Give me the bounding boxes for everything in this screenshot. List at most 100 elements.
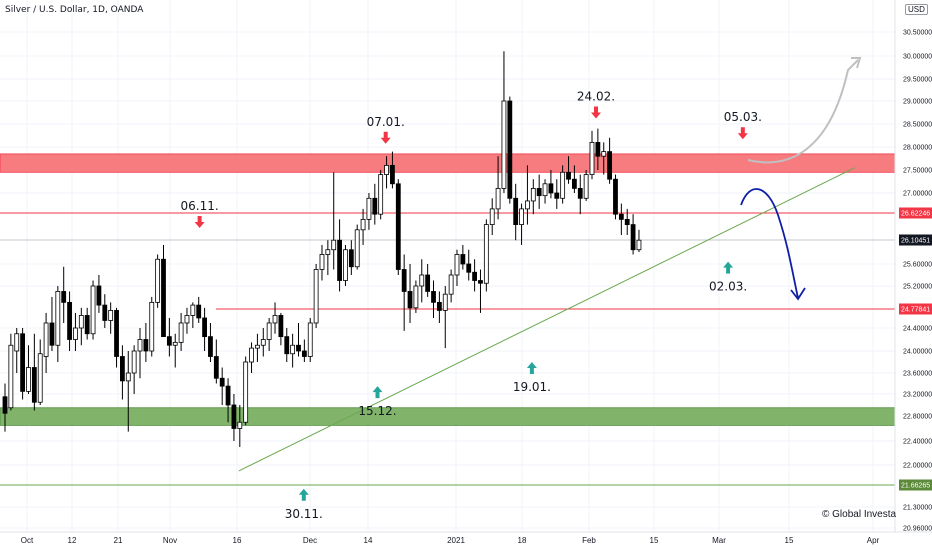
candle-body	[260, 339, 266, 346]
x-tick-label: Feb	[582, 536, 596, 545]
signal-date-label: 15.12.	[358, 404, 396, 418]
signal-date-label: 06.11.	[181, 199, 219, 213]
up-arrow-icon	[526, 362, 537, 374]
candle-body	[560, 171, 566, 199]
candle-body	[325, 249, 331, 255]
candle-body	[566, 171, 571, 180]
down-arrow-icon	[380, 131, 391, 144]
price-level-badge	[899, 207, 932, 219]
candle-body	[137, 339, 143, 352]
candle-body	[601, 151, 607, 157]
candle-body	[607, 151, 613, 180]
candle-body	[2, 396, 8, 414]
y-tick-label: 24.40000	[903, 326, 932, 333]
candle-body	[595, 141, 601, 157]
price-level-badge	[899, 479, 932, 491]
candle-body	[190, 304, 196, 316]
candle-body	[343, 249, 348, 281]
candle-body	[589, 141, 595, 175]
x-tick-label: 15	[650, 536, 659, 545]
candle-body	[530, 187, 536, 202]
candle-body	[513, 197, 519, 225]
y-tick-label: 24.00000	[903, 349, 932, 356]
price-level-badge-label: 24.77841	[901, 307, 930, 314]
candle-body	[483, 224, 489, 284]
signal-date-label: 24.02.	[577, 90, 615, 104]
candle-body	[237, 421, 243, 429]
sell-signal: 06.11.	[181, 199, 219, 228]
y-tick-label: 29.00000	[903, 99, 932, 106]
trendline	[238, 167, 856, 472]
y-tick-label: 30.00000	[903, 54, 932, 61]
candle-body	[331, 239, 337, 251]
up-arrow-icon	[298, 488, 309, 501]
candle-body	[249, 347, 254, 363]
candle-body	[61, 291, 67, 303]
down-arrow-icon	[194, 215, 205, 228]
signal-date-label: 05.03.	[724, 110, 762, 124]
signal-date-label: 07.01.	[367, 115, 405, 129]
buy-signal: 30.11.	[285, 488, 323, 521]
y-tick-label: 29.50000	[903, 77, 932, 84]
candle-body	[407, 291, 413, 309]
candle-body	[231, 404, 237, 429]
candle-body	[155, 258, 161, 303]
candle-body	[166, 336, 172, 346]
price-axis	[895, 0, 932, 550]
candle-body	[37, 353, 43, 403]
candle-body	[366, 197, 372, 220]
candle-body	[149, 301, 155, 352]
x-tick-label: 16	[233, 536, 242, 545]
down-arrow-icon	[737, 127, 748, 140]
candle-body	[196, 304, 202, 319]
candle-body	[460, 254, 466, 265]
candle-body	[272, 315, 278, 324]
candle-body	[542, 183, 548, 197]
candle-body	[161, 258, 166, 338]
price-level-badge-label: 26.10451	[901, 238, 930, 245]
candle-body	[296, 344, 301, 352]
candle-body	[73, 327, 78, 340]
candle-body	[401, 269, 407, 292]
candle-body	[466, 263, 472, 273]
candle-body	[290, 344, 296, 355]
candle-body	[548, 183, 554, 194]
candle-body	[243, 361, 249, 423]
up-arrow-icon	[372, 386, 383, 399]
candle-body	[20, 333, 26, 392]
y-tick-label: 23.60000	[903, 371, 932, 378]
candle-body	[114, 310, 119, 357]
candle-body	[536, 187, 542, 197]
forecast-up-curve	[747, 59, 859, 164]
candle-body	[178, 322, 184, 343]
candle-body	[384, 164, 389, 175]
candle-body	[390, 164, 395, 185]
currency-badge[interactable]: USD	[905, 4, 928, 15]
y-tick-label: 22.40000	[903, 439, 932, 446]
buy-signal: 19.01.	[513, 362, 551, 394]
up-arrow-icon	[723, 261, 734, 274]
candle-body	[307, 322, 313, 357]
candle-body	[472, 271, 478, 281]
price-level-badge	[899, 234, 932, 246]
copyright-label: © Global Investa	[822, 509, 897, 520]
candle-body	[525, 200, 530, 210]
candle-body	[108, 310, 114, 321]
candle-body	[413, 285, 419, 309]
candle-body	[431, 291, 436, 303]
y-tick-label: 21.30000	[903, 505, 932, 512]
candle-body	[489, 208, 495, 225]
candle-body	[131, 350, 137, 374]
candle-body	[613, 178, 618, 215]
candle-body	[301, 350, 307, 357]
y-tick-label: 25.60000	[903, 262, 932, 269]
candle-body	[618, 213, 624, 220]
x-tick-label: Oct	[21, 536, 34, 545]
signal-date-label: 30.11.	[285, 507, 323, 521]
candle-body	[395, 183, 401, 270]
forecast-down-arrowhead	[790, 287, 806, 301]
candle-body	[337, 239, 342, 281]
x-tick-label: Apr	[867, 536, 880, 545]
candle-body	[372, 197, 378, 215]
